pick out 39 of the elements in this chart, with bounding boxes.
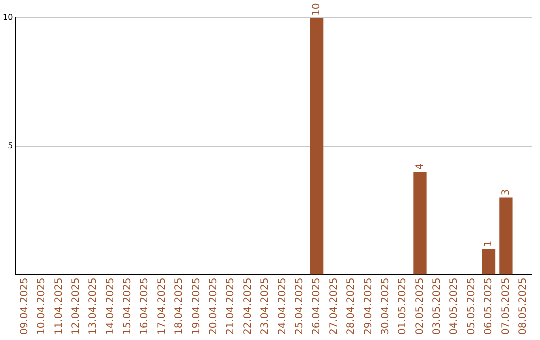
x-tick-label: 29.04.2025 xyxy=(363,278,374,336)
x-tick-label: 19.04.2025 xyxy=(191,278,202,336)
x-tick-label: 04.05.2025 xyxy=(449,278,460,336)
y-tick-label: 5 xyxy=(8,141,14,150)
data-label: 3 xyxy=(500,189,512,196)
x-tick-label: 21.04.2025 xyxy=(226,278,237,336)
x-tick-label: 05.05.2025 xyxy=(466,278,478,336)
x-tick-label: 06.05.2025 xyxy=(484,278,495,336)
x-tick-label: 27.04.2025 xyxy=(328,278,340,336)
x-tick-label: 15.04.2025 xyxy=(122,278,134,336)
x-tick-label: 12.04.2025 xyxy=(70,278,82,336)
x-tick-label: 20.04.2025 xyxy=(208,278,220,336)
x-tick-label: 28.04.2025 xyxy=(346,278,358,336)
bar xyxy=(482,249,496,275)
data-label: 10 xyxy=(312,3,323,16)
x-tick-label: 11.04.2025 xyxy=(54,278,65,336)
x-tick-label: 23.04.2025 xyxy=(260,278,272,336)
bar xyxy=(310,18,324,275)
data-label: 4 xyxy=(414,164,426,170)
x-tick-label: 22.04.2025 xyxy=(242,278,254,336)
x-tick-label: 30.04.2025 xyxy=(380,278,392,336)
x-tick-label: 08.05.2025 xyxy=(518,278,529,336)
x-tick-label: 03.05.2025 xyxy=(432,278,444,336)
x-tick-label: 09.04.2025 xyxy=(19,278,30,336)
x-tick-label: 24.04.2025 xyxy=(277,278,288,336)
bar xyxy=(500,198,513,275)
x-tick-label: 26.04.2025 xyxy=(312,278,323,336)
x-tick-label: 13.04.2025 xyxy=(88,278,100,336)
data-label: 1 xyxy=(484,240,495,248)
x-tick-label: 07.05.2025 xyxy=(500,278,512,336)
x-tick-label: 02.05.2025 xyxy=(414,278,426,336)
x-tick-label: 10.04.2025 xyxy=(36,278,48,336)
bar xyxy=(414,172,427,275)
x-tick-label: 17.04.2025 xyxy=(156,278,168,336)
x-tick-label: 18.04.2025 xyxy=(174,278,186,336)
x-tick-label: 14.04.2025 xyxy=(105,278,116,336)
x-tick-label: 01.05.2025 xyxy=(398,278,409,336)
x-tick-label: 16.04.2025 xyxy=(140,278,151,336)
x-tick-label: 25.04.2025 xyxy=(294,278,306,336)
